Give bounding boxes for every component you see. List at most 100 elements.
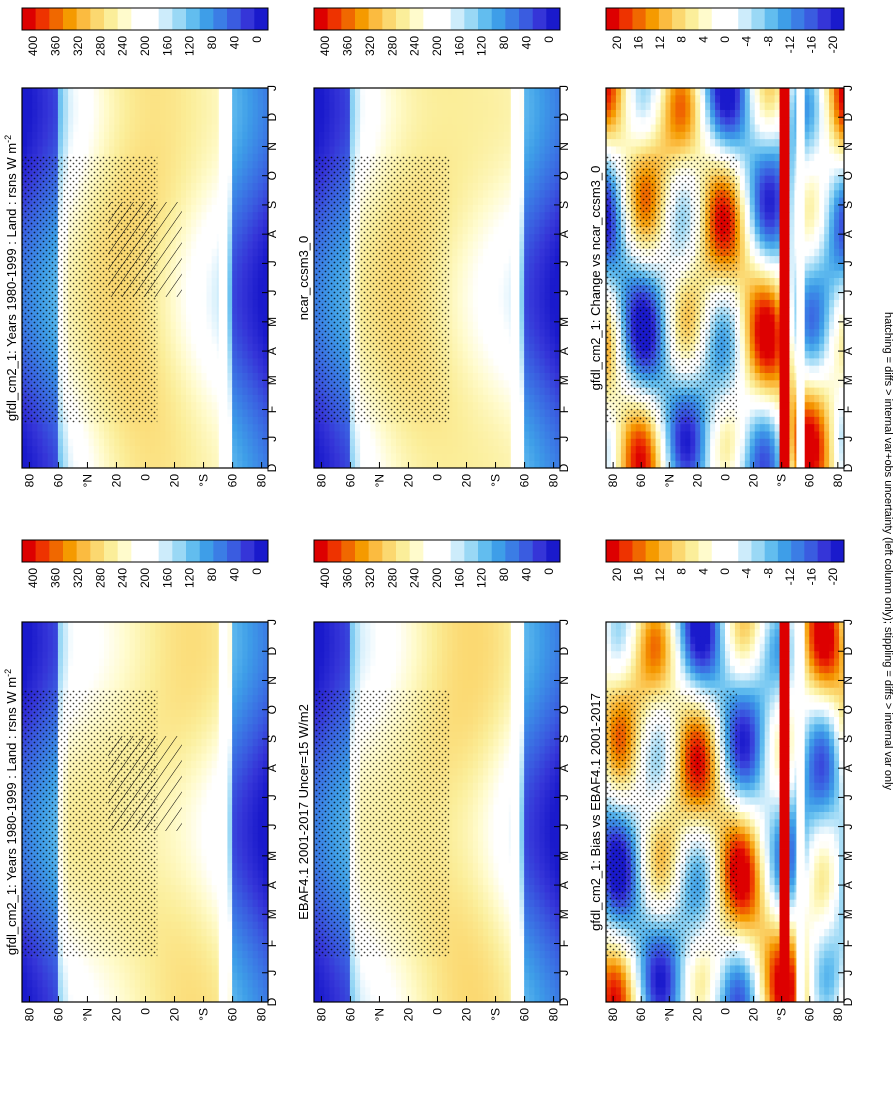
heatmap-cell (227, 299, 233, 308)
colorbar-tick-label: 320 (71, 36, 85, 56)
heatmap-cell (519, 153, 525, 162)
heatmap-cell (247, 248, 254, 257)
heatmap-cell (355, 139, 361, 147)
heatmap-cell (98, 102, 105, 111)
heatmap-cell (191, 270, 197, 279)
heatmap-cell (452, 146, 458, 155)
heatmap-cell (186, 168, 192, 177)
heatmap-cell (534, 168, 540, 177)
heatmap-cell (355, 102, 361, 111)
heatmap-cell (442, 109, 448, 118)
heatmap-cell (467, 387, 474, 396)
heatmap-cell (544, 438, 551, 447)
heatmap-cell (478, 139, 484, 147)
heatmap-cell (493, 373, 499, 381)
heatmap-cell (252, 117, 259, 125)
heatmap-cell (544, 314, 551, 323)
heatmap-cell (539, 365, 546, 374)
heatmap-cell (447, 365, 453, 374)
heatmap-cell (498, 204, 505, 213)
heatmap-cell (232, 285, 238, 294)
heatmap-cell (498, 263, 505, 272)
heatmap-cell (124, 131, 131, 140)
heatmap-cell (257, 431, 264, 440)
heatmap-cell (467, 226, 474, 235)
heatmap-cell (262, 241, 269, 250)
heatmap-cell (544, 183, 551, 191)
heatmap-cell (155, 153, 161, 162)
heatmap-cell (483, 365, 489, 374)
month-tick-label: D (265, 113, 279, 122)
heatmap-cell (544, 424, 551, 432)
heatmap-cell (549, 263, 556, 272)
heatmap-cell (42, 431, 49, 440)
heatmap-cell (493, 351, 499, 359)
heatmap-cell (554, 124, 561, 133)
heatmap-cell (554, 241, 561, 250)
heatmap-cell (483, 299, 489, 308)
colorbar-swatch (63, 8, 77, 30)
heatmap-cell (503, 394, 510, 403)
heatmap-cell (252, 373, 259, 381)
heatmap-cell (160, 402, 166, 410)
heatmap-cell (247, 139, 254, 147)
heatmap-cell (88, 102, 95, 111)
heatmap-cell (524, 394, 530, 403)
heatmap-cell (262, 343, 269, 352)
heatmap-cell (165, 373, 172, 381)
heatmap-cell (175, 183, 182, 191)
heatmap-cell (170, 168, 177, 177)
heatmap-cell (252, 168, 259, 177)
heatmap-cell (519, 321, 525, 330)
heatmap-cell (98, 124, 105, 133)
heatmap-cell (452, 234, 458, 242)
heatmap-cell (237, 365, 243, 374)
heatmap-cell (242, 131, 248, 140)
heatmap-cell (334, 139, 341, 147)
heatmap-cell (247, 292, 254, 301)
heatmap-cell (180, 292, 187, 301)
heatmap-cell (257, 102, 264, 111)
heatmap-cell (37, 88, 43, 96)
heatmap-cell (73, 102, 79, 111)
heatmap-cell (488, 416, 494, 425)
heatmap-cell (544, 270, 551, 279)
heatmap-cell (160, 197, 166, 206)
heatmap-cell (529, 95, 535, 104)
heatmap-cell (262, 329, 269, 337)
heatmap-cell (396, 431, 402, 440)
heatmap-cell (396, 146, 402, 155)
heatmap-cell (196, 278, 202, 286)
heatmap-cell (544, 329, 551, 337)
heatmap-cell (529, 146, 535, 155)
heatmap-cell (421, 146, 428, 155)
heatmap-cell (447, 402, 453, 410)
heatmap-cell (155, 373, 161, 381)
heatmap-cell (191, 358, 197, 367)
heatmap-cell (519, 424, 525, 432)
heatmap-cell (180, 387, 187, 396)
heatmap-cell (314, 438, 320, 447)
colorbar-swatch (437, 8, 451, 30)
heatmap-cell (93, 424, 100, 432)
heatmap-cell (247, 431, 254, 440)
heatmap-cell (160, 190, 166, 199)
heatmap-cell (488, 153, 494, 162)
heatmap-cell (119, 438, 125, 447)
heatmap-cell (93, 109, 100, 118)
heatmap-cell (467, 307, 474, 315)
heatmap-cell (211, 124, 218, 133)
heatmap-cell (247, 380, 254, 389)
heatmap-cell (447, 190, 453, 199)
heatmap-cell (227, 234, 233, 242)
heatmap-cell (380, 117, 387, 125)
heatmap-cell (78, 460, 84, 469)
heatmap-cell (452, 424, 458, 432)
heatmap-cell (191, 234, 197, 242)
heatmap-cell (503, 380, 510, 389)
heatmap-cell (73, 146, 79, 155)
heatmap-cell (462, 321, 469, 330)
heatmap-cell (457, 438, 464, 447)
heatmap-cell (462, 212, 469, 220)
heatmap-cell (549, 351, 556, 359)
